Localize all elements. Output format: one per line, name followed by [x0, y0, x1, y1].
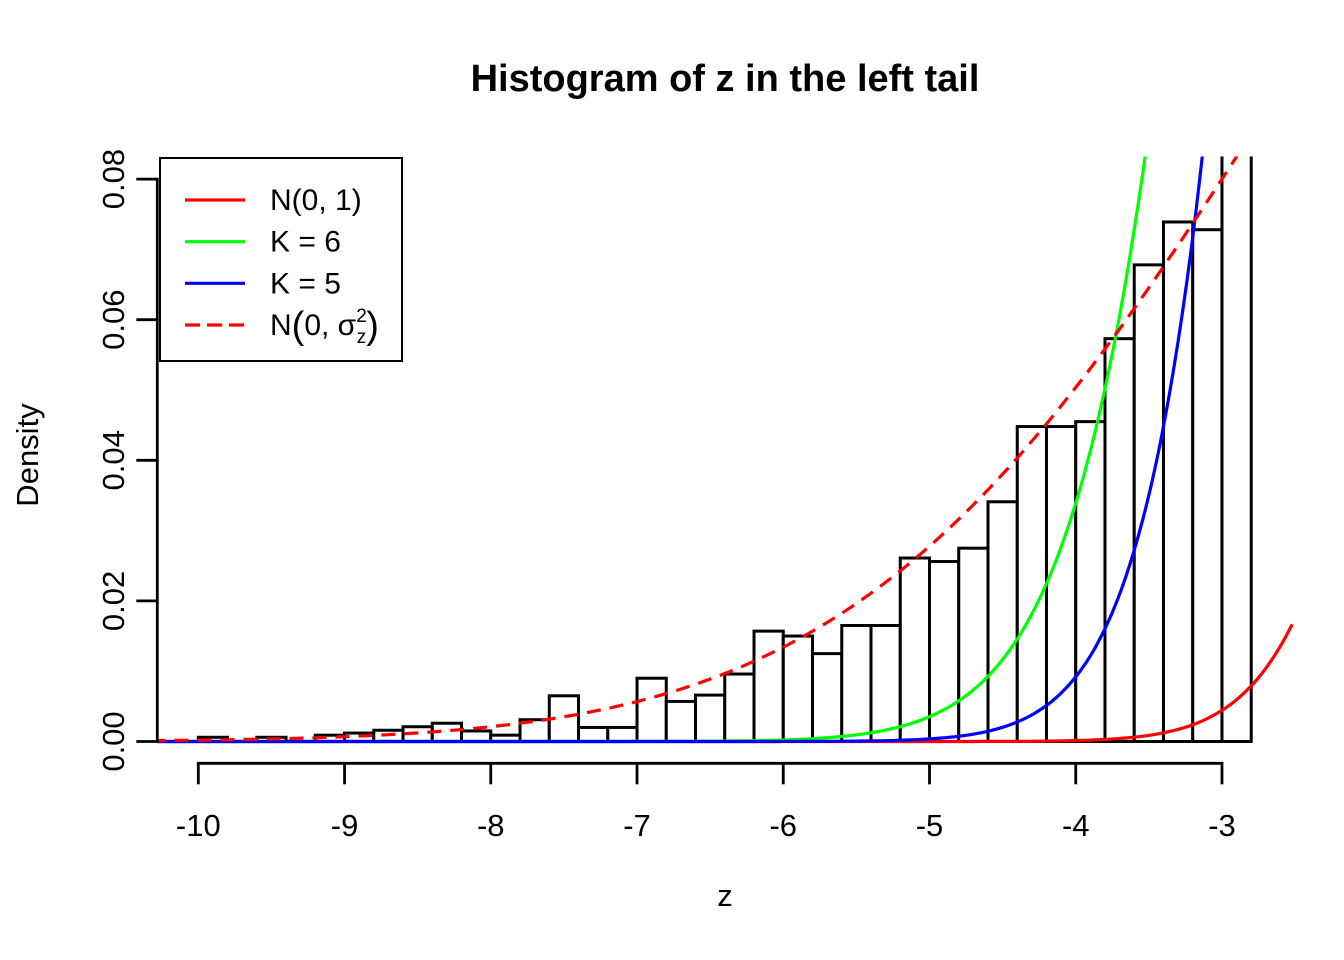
y-tick-label: 0.00: [96, 711, 131, 771]
histogram-bar: [694, 693, 727, 743]
y-tick-label: 0.04: [96, 430, 131, 490]
x-tick-label: -5: [916, 808, 944, 843]
legend-item-label: K = 6: [270, 226, 341, 259]
histogram-bar: [781, 634, 815, 743]
histogram-bar: [986, 500, 1019, 744]
histogram-bars: [196, 156, 1253, 744]
histogram-bar: [752, 629, 785, 744]
x-tick-label: -3: [1208, 808, 1236, 843]
legend: N(0, 1) K = 6 K = 5 N(0, σ2 z): [159, 157, 403, 362]
histogram-bar: [1191, 228, 1224, 743]
x-tick-label: -9: [331, 808, 359, 843]
histogram-bar: [1074, 420, 1107, 743]
chart-title: Histogram of z in the left tail: [471, 58, 980, 100]
histogram-bar: [664, 699, 698, 744]
x-tick-label: -6: [769, 808, 797, 843]
histogram-bar: [723, 672, 756, 744]
x-tick-label: -7: [623, 808, 651, 843]
histogram-bar: [1015, 425, 1048, 743]
histogram-bar: [1220, 156, 1253, 743]
histogram-bar: [957, 546, 990, 743]
histogram-bar: [577, 725, 610, 744]
density-curves: [157, 156, 1294, 744]
histogram-bar: [1103, 337, 1136, 743]
axes: -10 -9 -8 -7 -6 -5 -4 -3 0.00 0.02 0.04 0.06 0.08: [96, 149, 1236, 843]
x-tick-label: -10: [176, 808, 221, 843]
histogram-bar: [1161, 220, 1195, 744]
x-tick-label: -8: [477, 808, 505, 843]
curve-2-solid: [157, 156, 1204, 744]
x-axis-title: z: [717, 878, 733, 913]
histogram-bar: [606, 725, 639, 744]
histogram-bar: [1132, 263, 1165, 743]
y-axis-title: Density: [10, 403, 45, 507]
legend-item-label: K = 5: [270, 267, 341, 300]
legend-item-label: N(0, σ2 z): [270, 305, 379, 348]
y-tick-label: 0.02: [96, 571, 131, 631]
legend-item-label: N(0, 1): [270, 184, 362, 217]
histogram-bar: [811, 652, 844, 743]
histogram-bar: [869, 624, 902, 744]
y-tick-label: 0.08: [96, 149, 131, 209]
histogram-bar: [635, 676, 668, 743]
x-tick-label: -4: [1062, 808, 1090, 843]
legend-box: [159, 157, 403, 362]
y-tick-label: 0.06: [96, 290, 131, 350]
histogram-bar: [898, 556, 932, 744]
histogram-bar: [840, 624, 873, 744]
curve-3-dashed: [157, 156, 1239, 743]
